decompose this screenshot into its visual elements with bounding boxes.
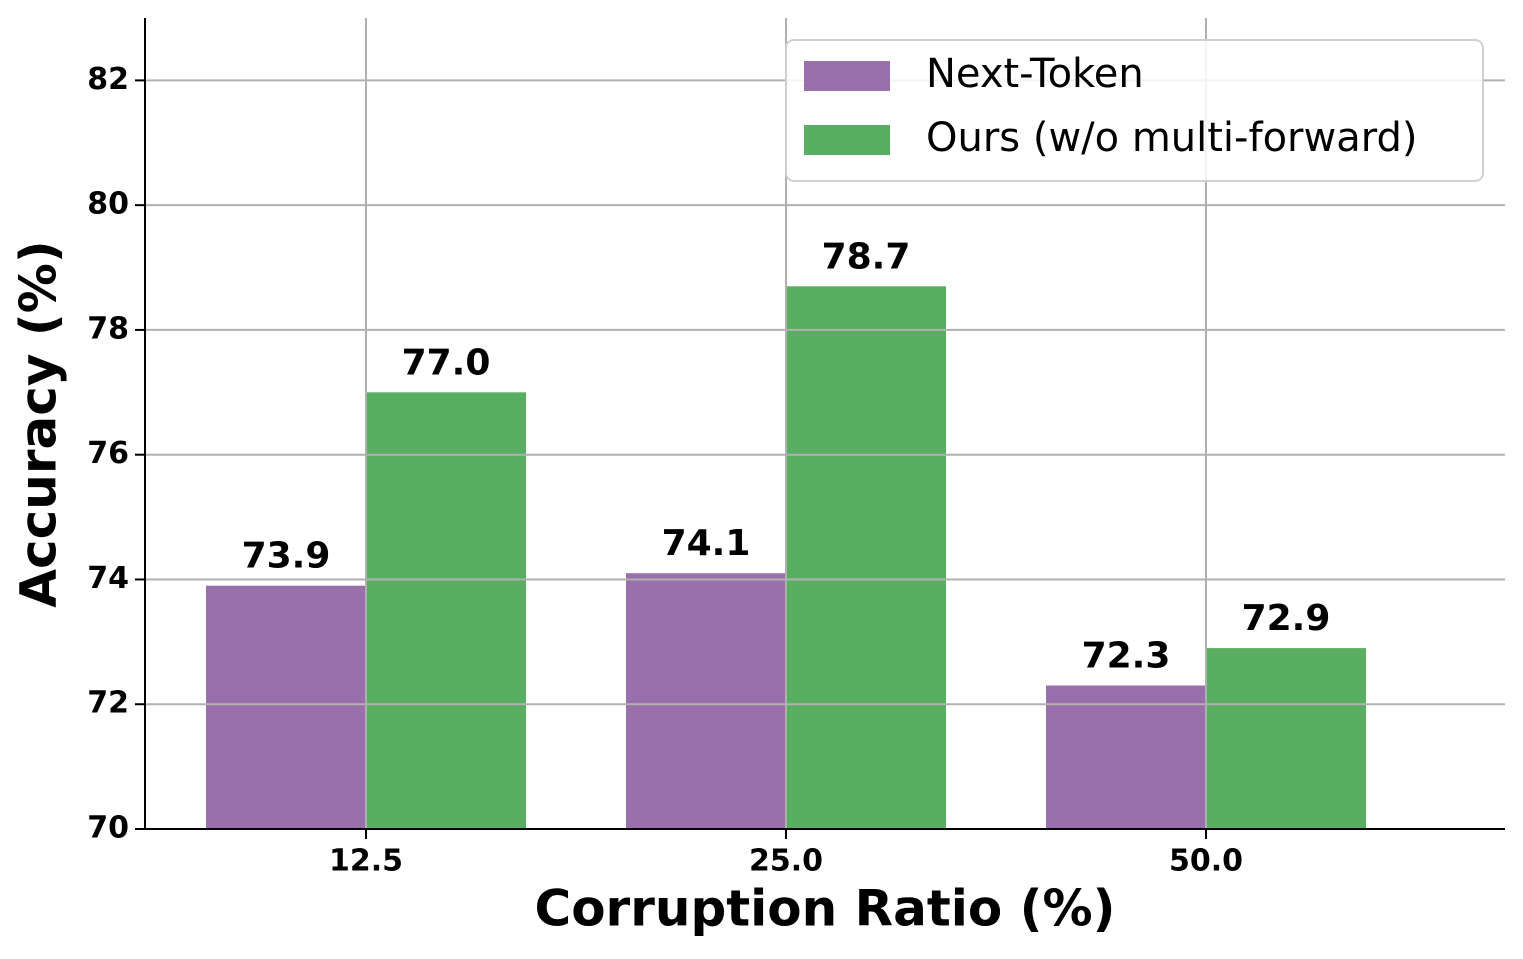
legend-label: Ours (w/o multi-forward) bbox=[926, 115, 1417, 161]
y-tick-label: 70 bbox=[87, 811, 129, 846]
data-label: 72.3 bbox=[1082, 636, 1171, 677]
bars bbox=[206, 286, 1366, 829]
bar bbox=[786, 286, 946, 829]
y-tick-label: 80 bbox=[87, 187, 129, 222]
bar bbox=[1206, 648, 1366, 829]
data-label: 74.1 bbox=[662, 523, 751, 564]
bar bbox=[206, 585, 366, 829]
bar bbox=[1046, 685, 1206, 829]
data-label: 77.0 bbox=[402, 342, 491, 383]
legend-label: Next-Token bbox=[926, 51, 1144, 97]
y-tick-label: 76 bbox=[87, 436, 129, 471]
x-tick-label: 25.0 bbox=[749, 844, 823, 879]
data-label: 73.9 bbox=[242, 536, 331, 577]
y-tick-label: 82 bbox=[87, 62, 129, 97]
y-tick-label: 78 bbox=[87, 311, 129, 346]
legend-box bbox=[785, 39, 1484, 182]
y-tick-label: 72 bbox=[87, 686, 129, 721]
bar bbox=[366, 392, 526, 829]
x-tick-label: 12.5 bbox=[329, 844, 403, 879]
legend-swatch bbox=[804, 61, 890, 91]
x-axis-label: Corruption Ratio (%) bbox=[535, 880, 1116, 938]
y-axis-label: Accuracy (%) bbox=[10, 240, 68, 607]
data-label: 72.9 bbox=[1242, 598, 1331, 639]
bar bbox=[626, 573, 786, 829]
y-tick-label: 74 bbox=[87, 561, 129, 596]
data-label: 78.7 bbox=[822, 236, 911, 277]
x-tick-label: 50.0 bbox=[1169, 844, 1243, 879]
legend-swatch bbox=[804, 125, 890, 155]
